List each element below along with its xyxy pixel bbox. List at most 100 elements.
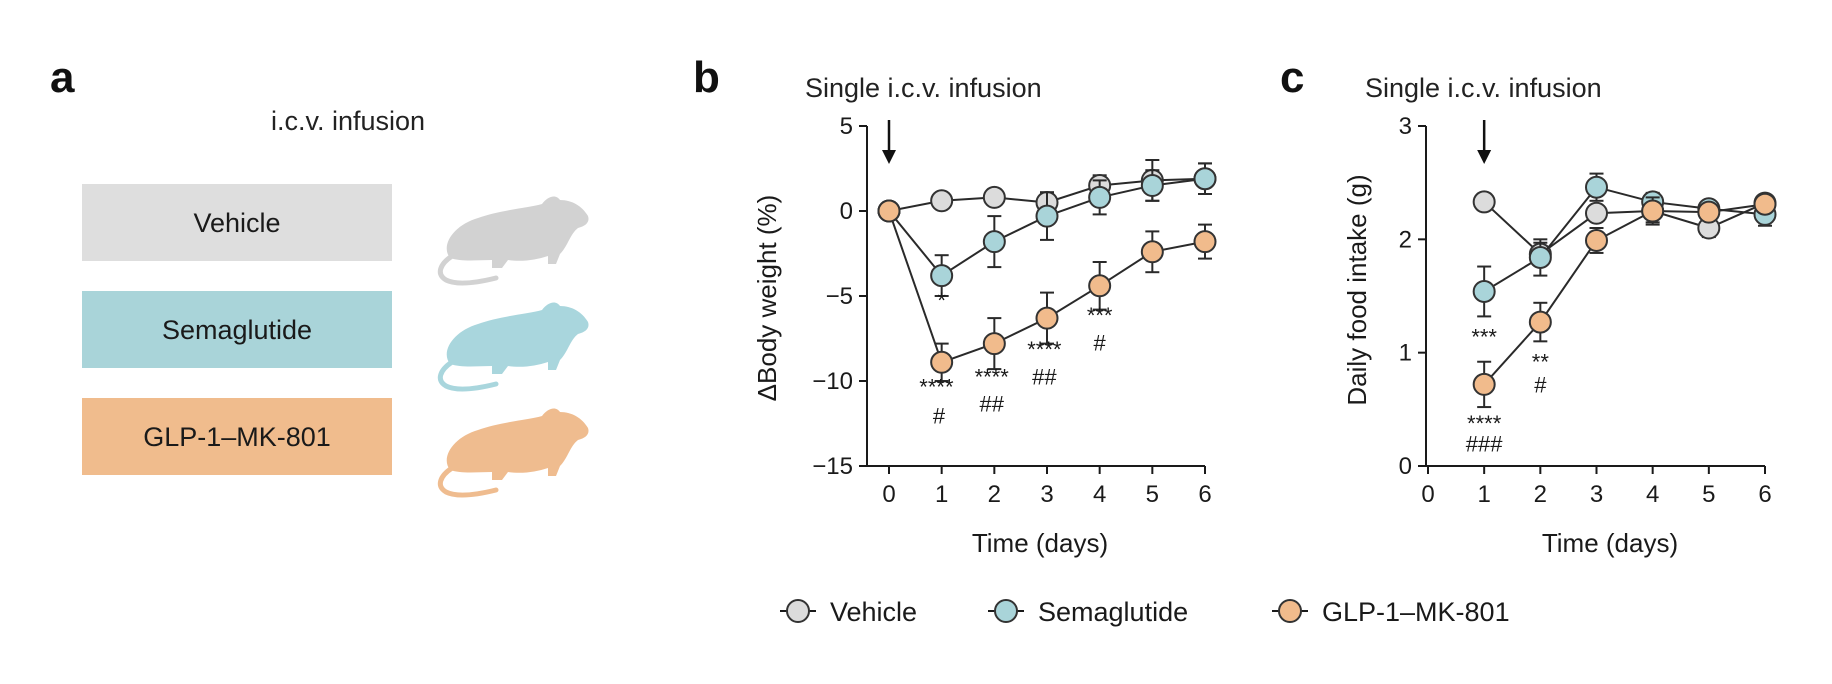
series-glp-1-mk-801 xyxy=(1472,192,1777,409)
y-tick-label: −15 xyxy=(812,453,853,480)
series-line xyxy=(1483,186,1766,293)
group-box-vehicle xyxy=(82,184,392,261)
legend-item-vehicle: Vehicle xyxy=(780,597,917,627)
x-tick-label: 0 xyxy=(1421,481,1434,508)
data-point xyxy=(930,350,954,374)
x-tick-label: 1 xyxy=(1477,481,1490,508)
data-point xyxy=(930,189,954,213)
y-axis-title: Daily food intake (g) xyxy=(1342,174,1372,405)
panel-letter-a: a xyxy=(50,53,75,102)
panel-letter-c: c xyxy=(1280,53,1304,102)
significance-label: ## xyxy=(979,392,1004,417)
legend-label-semaglutide: Semaglutide xyxy=(1038,597,1188,627)
x-tick-label: 1 xyxy=(935,481,948,508)
data-point xyxy=(1140,174,1164,197)
series-line xyxy=(1483,203,1766,386)
y-tick-label: −10 xyxy=(812,368,853,395)
y-tick-label: 1 xyxy=(1399,340,1412,367)
group-label-vehicle: Vehicle xyxy=(193,208,280,238)
significance-label: *** xyxy=(1471,325,1497,350)
plot-area: 50−5−10−150 1 2 3 4 5 6*****#****##****##***# xyxy=(812,113,1217,508)
legend-marker-vehicle xyxy=(786,599,810,623)
group-box-semaglutide xyxy=(82,291,392,368)
significance-label: **** xyxy=(975,364,1010,389)
series-semaglutide xyxy=(877,162,1217,297)
y-tick-label: −5 xyxy=(826,283,853,310)
significance-label: ### xyxy=(1466,431,1503,456)
data-point xyxy=(1140,240,1164,264)
infusion-annotation: Single i.c.v. infusion xyxy=(805,73,1042,103)
y-tick-label: 5 xyxy=(840,113,853,140)
y-tick-label: 0 xyxy=(840,198,853,225)
group-semaglutide: Semaglutide xyxy=(82,291,589,392)
x-tick-label: 5 xyxy=(1146,481,1159,508)
x-tick-label: 0 xyxy=(882,481,895,508)
arrow-head xyxy=(882,150,896,164)
data-point xyxy=(1088,274,1112,298)
data-point xyxy=(1753,192,1777,216)
data-point xyxy=(930,264,954,288)
significance-label: ** xyxy=(1532,350,1550,375)
x-tick-label: 6 xyxy=(1758,481,1771,508)
significance-label: *** xyxy=(1087,303,1113,328)
group-glp1-mk801: GLP-1–MK-801 xyxy=(82,398,589,498)
significance-label: # xyxy=(1094,330,1107,355)
panel-a: a i.c.v. infusion Vehicle Semaglutide GL… xyxy=(50,53,589,498)
rat-icon xyxy=(437,196,589,286)
legend-label-glp1-mk801: GLP-1–MK-801 xyxy=(1322,597,1510,627)
data-point xyxy=(1528,310,1552,334)
legend-marker-glp1-mk801 xyxy=(1278,599,1302,623)
data-point xyxy=(1585,175,1608,199)
series-glp-1-mk-801 xyxy=(877,199,1217,382)
down-arrow-icon xyxy=(882,120,896,164)
series-semaglutide xyxy=(1472,172,1777,318)
group-vehicle: Vehicle xyxy=(82,184,589,286)
data-point xyxy=(1472,279,1496,303)
x-tick-label: 2 xyxy=(988,481,1001,508)
data-point xyxy=(1193,167,1217,191)
data-point xyxy=(1585,201,1608,225)
panel-a-heading: i.c.v. infusion xyxy=(271,106,425,136)
x-tick-label: 5 xyxy=(1702,481,1715,508)
legend-label-vehicle: Vehicle xyxy=(830,597,917,627)
x-tick-label: 6 xyxy=(1198,481,1211,508)
significance-label: # xyxy=(1534,372,1547,397)
x-tick-label: 4 xyxy=(1093,481,1106,508)
panel-letter-b: b xyxy=(693,53,720,102)
x-tick-label: 3 xyxy=(1590,481,1603,508)
x-tick-label: 4 xyxy=(1646,481,1659,508)
down-arrow-icon xyxy=(1477,120,1492,164)
y-tick-label: 0 xyxy=(1399,453,1412,480)
y-axis-title: ΔBody weight (%) xyxy=(752,195,782,402)
y-tick-label: 3 xyxy=(1399,113,1412,140)
data-point xyxy=(1641,199,1665,223)
data-point xyxy=(1088,185,1112,209)
data-point xyxy=(1585,228,1608,252)
legend-item-glp1-mk801: GLP-1–MK-801 xyxy=(1272,597,1510,627)
x-tick-label: 2 xyxy=(1534,481,1547,508)
significance-label: **** xyxy=(1027,337,1062,362)
group-box-glp1-mk801 xyxy=(82,398,392,475)
significance-label: **** xyxy=(1467,411,1502,436)
significance-label: * xyxy=(937,288,946,313)
data-point xyxy=(1193,230,1217,254)
data-point xyxy=(1472,190,1496,214)
data-point xyxy=(1528,245,1552,269)
data-point xyxy=(877,199,901,223)
infusion-annotation: Single i.c.v. infusion xyxy=(1365,73,1602,103)
data-point xyxy=(1472,372,1496,396)
group-label-glp1-mk801: GLP-1–MK-801 xyxy=(143,422,331,452)
data-point xyxy=(1697,200,1721,224)
significance-label: # xyxy=(933,404,946,429)
significance-label: **** xyxy=(919,375,954,400)
data-point xyxy=(982,230,1006,254)
data-point xyxy=(1035,306,1059,330)
series-vehicle xyxy=(1472,190,1777,267)
significance-label: ## xyxy=(1032,364,1057,389)
data-point xyxy=(1035,204,1059,228)
group-label-semaglutide: Semaglutide xyxy=(162,315,312,345)
legend-item-semaglutide: Semaglutide xyxy=(988,597,1188,627)
legend: Vehicle Semaglutide GLP-1–MK-801 xyxy=(780,597,1510,627)
